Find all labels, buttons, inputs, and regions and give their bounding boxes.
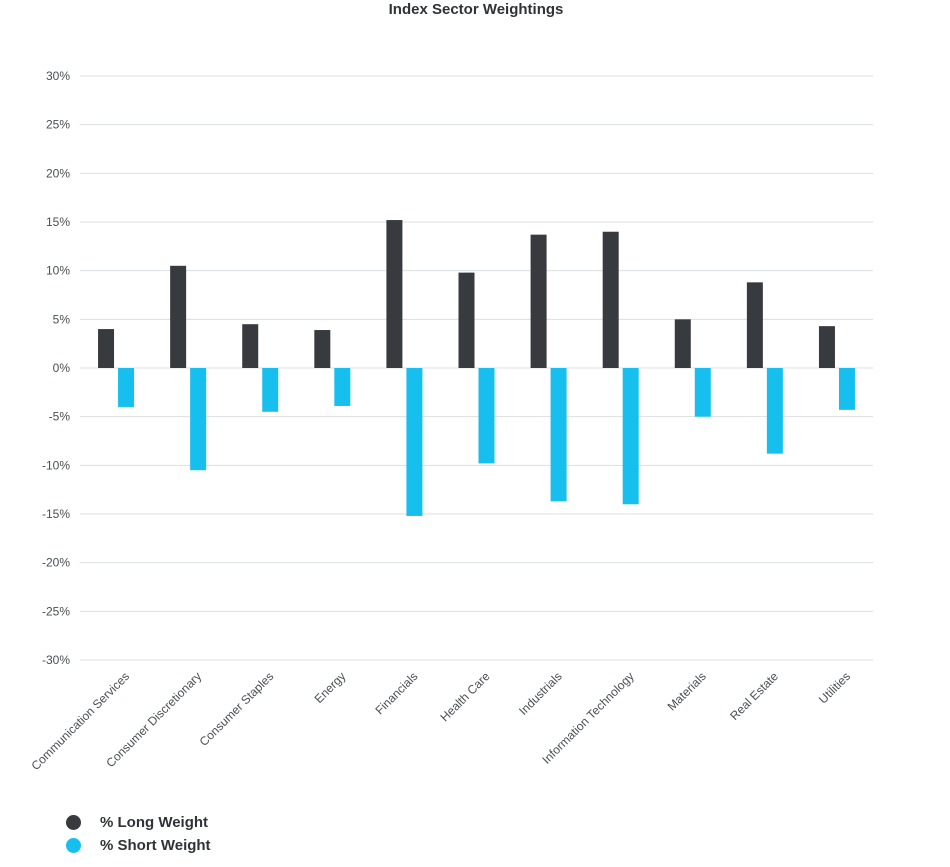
long-weight-bar[interactable] <box>458 272 475 368</box>
legend-dot-long <box>66 815 81 830</box>
x-category-label: Energy <box>312 669 349 706</box>
y-tick-label: -25% <box>42 604 70 618</box>
legend-item-short[interactable]: % Short Weight <box>66 834 211 857</box>
short-weight-bar[interactable] <box>406 368 423 516</box>
short-weight-bar[interactable] <box>190 368 207 471</box>
long-weight-bar[interactable] <box>98 329 115 368</box>
x-category-label: Materials <box>665 669 709 713</box>
y-tick-label: 10% <box>46 264 70 278</box>
short-weight-bar[interactable] <box>694 368 711 417</box>
long-weight-bar[interactable] <box>746 282 763 368</box>
y-tick-label: -15% <box>42 507 70 521</box>
x-category-label: Health Care <box>437 669 492 724</box>
y-tick-label: 30% <box>46 69 70 83</box>
x-category-label: Financials <box>372 669 420 717</box>
long-weight-bar[interactable] <box>530 234 547 368</box>
y-tick-label: -20% <box>42 556 70 570</box>
y-tick-label: 20% <box>46 166 70 180</box>
long-weight-bar[interactable] <box>818 326 835 368</box>
legend-label-long: % Long Weight <box>100 814 209 831</box>
y-tick-label: 0% <box>53 361 71 375</box>
chart-title: Index Sector Weightings <box>389 1 564 18</box>
x-category-label: Utilities <box>816 669 853 706</box>
long-weight-bar[interactable] <box>602 231 619 368</box>
short-weight-bar[interactable] <box>118 368 135 407</box>
long-weight-bar[interactable] <box>170 265 187 368</box>
y-axis-ticks: 30% 25% 20% 15% 10% 5% 0% -5% -10% -15% -20% -25% -3… <box>42 69 70 667</box>
grid-layer <box>80 75 873 661</box>
short-weight-bar[interactable] <box>478 368 495 464</box>
x-category-label: Real Estate <box>727 669 781 723</box>
y-tick-label: -30% <box>42 653 70 667</box>
short-weight-bar[interactable] <box>550 368 567 502</box>
y-tick-label: 15% <box>46 215 70 229</box>
x-category-label: Industrials <box>516 669 565 718</box>
short-weight-bar[interactable] <box>334 368 351 406</box>
x-category-label: Consumer Staples <box>197 669 277 749</box>
legend-item-long[interactable]: % Long Weight <box>66 811 211 834</box>
y-tick-label: 5% <box>53 312 71 326</box>
y-tick-label: -10% <box>42 458 70 472</box>
legend-label-short: % Short Weight <box>100 837 211 854</box>
chart-legend: % Long Weight % Short Weight <box>66 811 211 857</box>
short-weight-bar[interactable] <box>838 368 855 410</box>
short-weight-bar[interactable] <box>622 368 639 505</box>
bar-layer <box>98 220 855 516</box>
legend-dot-short <box>66 838 81 853</box>
short-weight-bar[interactable] <box>262 368 279 412</box>
long-weight-bar[interactable] <box>242 324 259 368</box>
chart-svg: Index Sector Weightings 30% 25% 20% 15% 10% 5… <box>28 1 873 773</box>
long-weight-bar[interactable] <box>386 220 403 368</box>
long-weight-bar[interactable] <box>674 319 691 368</box>
long-weight-bar[interactable] <box>314 330 331 368</box>
short-weight-bar[interactable] <box>766 368 783 454</box>
y-tick-label: -5% <box>49 410 71 424</box>
y-tick-label: 25% <box>46 118 70 132</box>
